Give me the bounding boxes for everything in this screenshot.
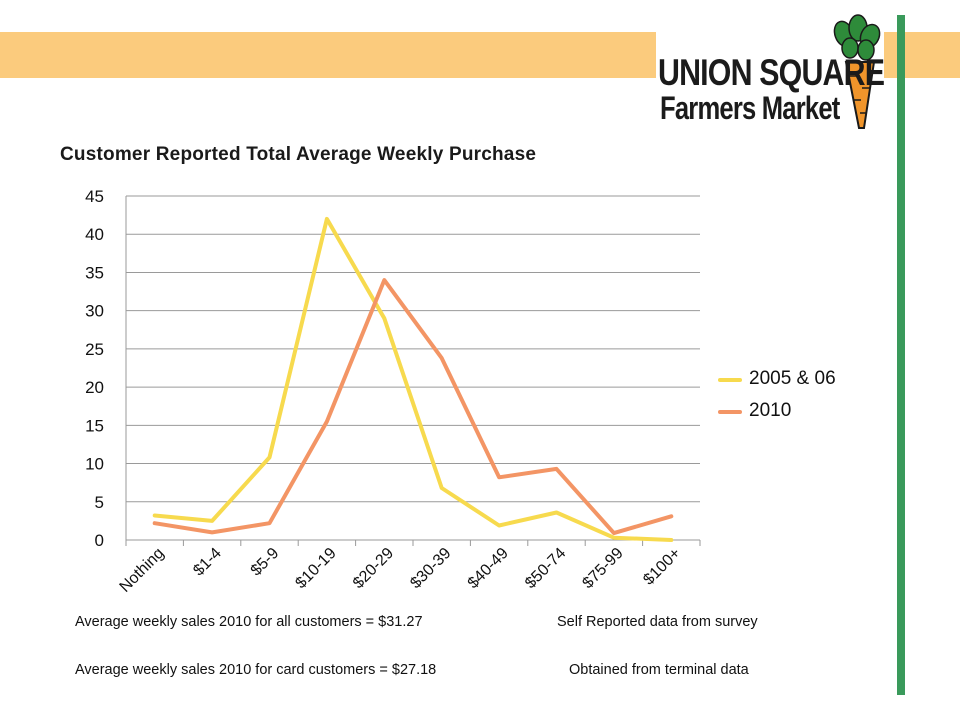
x-tick-label-7: $50-74: [522, 545, 569, 592]
union-square-logo: UNION SQUARE Farmers Market: [654, 10, 890, 134]
green-side-bar: [897, 15, 905, 695]
header-band-left: [0, 32, 656, 78]
x-tick-label-9: $100+: [640, 545, 684, 589]
chart-title: Customer Reported Total Average Weekly P…: [60, 144, 537, 165]
footnote-avg-all-customers: Average weekly sales 2010 for all custom…: [75, 614, 423, 630]
x-tick-label-0: Nothing: [117, 545, 168, 596]
carrot-icon: [833, 14, 881, 129]
logo-text-farmers-market: Farmers Market: [660, 90, 840, 126]
y-tick-label-30: 30: [85, 302, 104, 321]
header-band-right: [884, 32, 960, 78]
y-tick-label-40: 40: [85, 225, 104, 244]
footnote-avg-card-source: Obtained from terminal data: [569, 662, 749, 678]
footnote-avg-all-source: Self Reported data from survey: [557, 614, 758, 630]
legend-swatch-2005-06: [718, 378, 742, 382]
legend-swatch-2010: [718, 410, 742, 414]
x-tick-label-8: $75-99: [579, 545, 626, 592]
legend-label-2010: 2010: [749, 400, 792, 421]
y-tick-label-10: 10: [85, 455, 104, 474]
legend-label-2005-06: 2005 & 06: [749, 368, 836, 389]
x-tick-label-5: $30-39: [407, 545, 454, 592]
y-tick-label-15: 15: [85, 416, 104, 435]
y-tick-label-20: 20: [85, 378, 104, 397]
y-tick-label-5: 5: [95, 493, 104, 512]
x-tick-label-1: $1-4: [190, 545, 225, 580]
footnote-avg-card-customers: Average weekly sales 2010 for card custo…: [75, 662, 437, 678]
series-line-0: [152, 216, 674, 542]
y-tick-label-25: 25: [85, 340, 104, 359]
series-line-1: [152, 278, 674, 536]
x-tick-label-2: $5-9: [248, 545, 283, 580]
y-tick-label-0: 0: [95, 531, 104, 550]
x-tick-label-4: $20-29: [350, 545, 397, 592]
x-tick-label-6: $40-49: [465, 545, 512, 592]
y-tick-label-35: 35: [85, 263, 104, 282]
x-tick-label-3: $10-19: [292, 545, 339, 592]
y-tick-label-45: 45: [85, 187, 104, 206]
logo-text-union-square: UNION SQUARE: [658, 52, 885, 93]
